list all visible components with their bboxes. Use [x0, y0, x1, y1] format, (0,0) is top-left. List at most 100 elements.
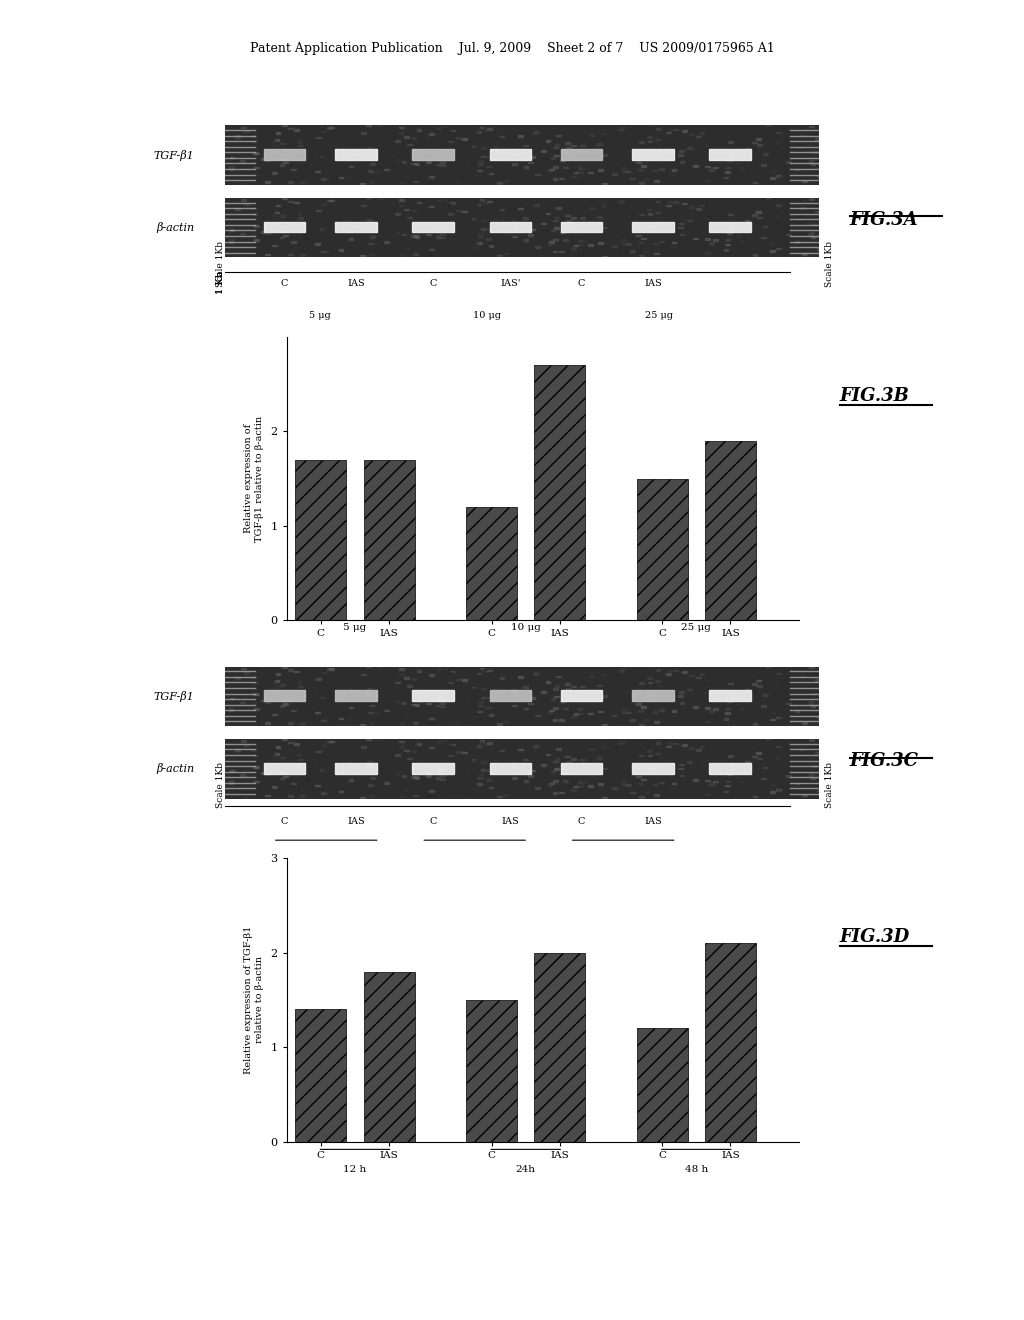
Bar	[485, 228, 490, 230]
Bar	[273, 759, 279, 760]
Text: 1 Kb: 1 Kb	[216, 271, 224, 293]
Bar	[333, 698, 338, 700]
Bar	[812, 152, 817, 153]
Bar	[280, 777, 285, 779]
Bar	[401, 234, 407, 235]
Bar	[753, 214, 757, 216]
Bar	[497, 255, 502, 256]
Bar	[771, 170, 775, 172]
Text: Scale 1Kb: Scale 1Kb	[825, 242, 834, 286]
Bar	[639, 796, 644, 797]
Bar	[534, 205, 538, 206]
Bar	[417, 202, 421, 203]
Bar	[623, 149, 628, 152]
Bar	[743, 153, 748, 154]
Bar	[429, 690, 434, 692]
Bar	[412, 137, 417, 139]
Bar	[726, 239, 730, 240]
Bar	[429, 747, 434, 748]
Bar	[727, 701, 732, 702]
Bar	[735, 162, 740, 164]
Bar	[228, 169, 233, 170]
Bar	[415, 705, 420, 706]
Bar	[481, 762, 486, 763]
Bar	[478, 201, 483, 202]
Bar	[518, 748, 523, 750]
Bar	[307, 722, 312, 723]
Bar	[462, 697, 467, 700]
Bar	[766, 124, 770, 125]
Bar	[511, 689, 516, 690]
Bar	[254, 767, 259, 768]
Bar	[288, 722, 293, 723]
Bar	[655, 680, 659, 681]
Bar	[798, 219, 802, 220]
Bar	[770, 718, 774, 721]
Bar	[743, 698, 749, 700]
Bar	[472, 759, 476, 760]
Bar	[541, 767, 546, 768]
Bar	[412, 678, 417, 680]
Bar	[530, 697, 535, 698]
Bar	[352, 224, 357, 227]
Bar	[541, 692, 546, 693]
Bar	[596, 215, 601, 218]
Bar	[811, 236, 815, 238]
Bar	[411, 704, 416, 705]
Bar	[506, 158, 511, 160]
Bar	[728, 682, 733, 684]
Bar	[664, 742, 669, 743]
Bar	[406, 779, 411, 780]
Bar	[523, 759, 528, 760]
Bar	[254, 226, 259, 227]
Bar	[473, 174, 478, 176]
Bar	[469, 139, 474, 140]
Text: C: C	[281, 817, 289, 826]
Bar	[403, 677, 409, 678]
Bar	[693, 238, 698, 239]
Bar	[745, 148, 750, 149]
Bar	[646, 224, 651, 226]
Bar	[775, 684, 779, 685]
Bar	[776, 717, 781, 718]
Bar	[753, 141, 757, 144]
Bar	[559, 719, 564, 721]
Bar	[299, 182, 304, 183]
Bar	[541, 764, 546, 766]
Text: 10 μg: 10 μg	[511, 623, 541, 632]
Text: 5 μg: 5 μg	[309, 312, 331, 319]
Bar	[395, 140, 400, 143]
Bar	[571, 759, 577, 760]
Bar	[730, 227, 734, 228]
Bar	[543, 698, 547, 701]
Bar	[366, 738, 371, 739]
Bar	[523, 686, 528, 688]
Bar	[578, 781, 583, 783]
Bar	[745, 220, 750, 222]
Bar	[395, 231, 400, 234]
Bar	[369, 181, 374, 182]
Bar	[454, 181, 459, 182]
Bar	[699, 764, 705, 766]
Bar	[816, 235, 821, 236]
Bar	[313, 766, 318, 767]
Bar	[571, 248, 575, 249]
Bar	[549, 710, 554, 711]
Bar	[808, 764, 812, 766]
Bar	[473, 788, 478, 789]
Bar	[638, 242, 643, 243]
Bar	[251, 775, 256, 776]
Bar	[795, 169, 800, 170]
Bar	[399, 199, 403, 201]
Bar	[253, 766, 258, 767]
Bar	[472, 218, 476, 219]
Bar	[775, 756, 779, 758]
Bar	[673, 202, 678, 203]
Bar	[560, 158, 565, 161]
Bar	[584, 700, 588, 701]
Bar	[227, 235, 231, 236]
Bar	[578, 240, 583, 242]
Bar	[378, 197, 383, 199]
Bar	[283, 704, 288, 705]
Bar	[336, 696, 341, 697]
